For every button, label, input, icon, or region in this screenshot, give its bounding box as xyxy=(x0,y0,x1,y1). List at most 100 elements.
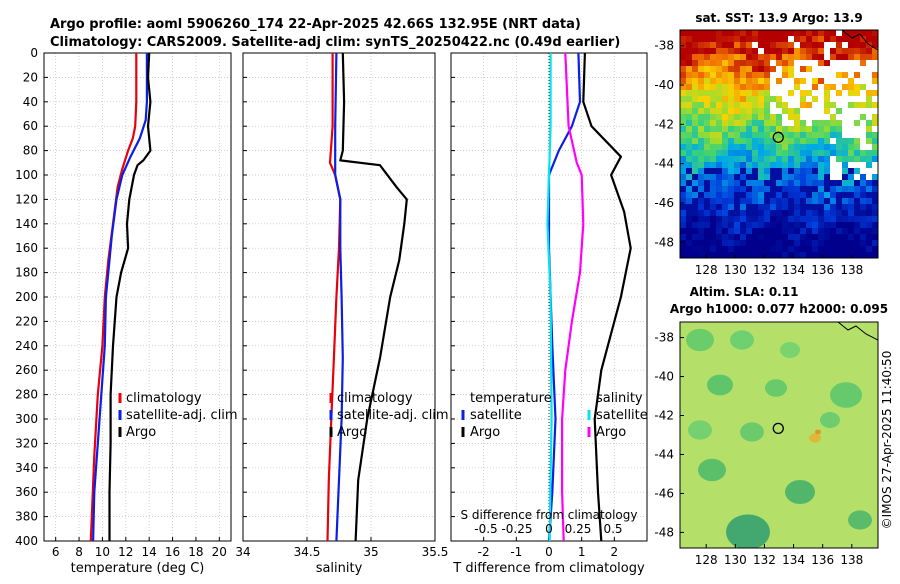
sst-cell xyxy=(686,132,693,139)
sst-cell xyxy=(836,222,843,229)
sst-cell xyxy=(824,72,831,79)
sst-cell xyxy=(818,174,825,181)
sst-cell xyxy=(746,132,753,139)
sst-cell xyxy=(680,114,687,121)
sst-cell xyxy=(722,204,729,211)
sst-cell xyxy=(854,48,861,55)
sst-cell xyxy=(692,156,699,163)
sst-cell xyxy=(860,30,867,37)
sst-cell xyxy=(728,78,735,85)
sst-cell xyxy=(788,234,795,241)
sst-cell xyxy=(686,54,693,61)
sst-cell xyxy=(758,240,765,247)
sst-cell xyxy=(872,174,878,181)
sst-cell xyxy=(872,240,878,247)
sst-cell xyxy=(752,192,759,199)
x-tick-label: -1 xyxy=(510,545,522,559)
sst-cell xyxy=(770,246,777,253)
sst-cell xyxy=(782,138,789,145)
sst-cell xyxy=(836,198,843,205)
sst-cell xyxy=(776,246,783,253)
sst-cell xyxy=(860,72,867,79)
sst-cell xyxy=(758,246,765,253)
sst-cell xyxy=(680,198,687,205)
sst-cell xyxy=(818,240,825,247)
sst-cell xyxy=(776,210,783,217)
sst-cell xyxy=(800,102,807,109)
sst-cell xyxy=(716,192,723,199)
sst-cell xyxy=(764,90,771,97)
sst-cell xyxy=(794,210,801,217)
sst-cell xyxy=(716,234,723,241)
sst-cell xyxy=(686,222,693,229)
sst-cell xyxy=(842,36,849,43)
sst-cell xyxy=(716,174,723,181)
sst-cell xyxy=(734,102,741,109)
sst-cell xyxy=(710,132,717,139)
sst-cell xyxy=(776,48,783,55)
sst-cell xyxy=(866,66,873,73)
sst-cell xyxy=(830,84,837,91)
sst-cell xyxy=(872,144,878,151)
sst-cell xyxy=(788,102,795,109)
sst-cell xyxy=(776,102,783,109)
sst-cell xyxy=(758,234,765,241)
sst-cell xyxy=(752,210,759,217)
sst-cell xyxy=(866,60,873,67)
sst-cell xyxy=(824,114,831,121)
sst-cell xyxy=(776,138,783,145)
sst-cell xyxy=(848,120,855,127)
sst-cell xyxy=(860,126,867,133)
sst-cell xyxy=(860,90,867,97)
sst-cell xyxy=(698,126,705,133)
sst-cell xyxy=(692,90,699,97)
series-line-t-argo xyxy=(582,53,632,541)
sst-cell xyxy=(692,60,699,67)
series-line-s-argo xyxy=(560,53,585,541)
sst-cell xyxy=(854,150,861,157)
sst-cell xyxy=(788,252,795,258)
sst-cell xyxy=(866,126,873,133)
sst-cell xyxy=(860,246,867,253)
sst-cell xyxy=(746,30,753,37)
sst-cell xyxy=(842,108,849,115)
sst-cell xyxy=(800,192,807,199)
sst-cell xyxy=(860,198,867,205)
sst-cell xyxy=(704,252,711,258)
sst-cell xyxy=(722,48,729,55)
sst-cell xyxy=(722,60,729,67)
sst-cell xyxy=(710,216,717,223)
sst-cell xyxy=(734,54,741,61)
sst-cell xyxy=(746,228,753,235)
sst-cell xyxy=(686,156,693,163)
sst-cell xyxy=(740,186,747,193)
sst-cell xyxy=(842,42,849,49)
sst-cell xyxy=(746,126,753,133)
sst-cell xyxy=(830,120,837,127)
sst-cell xyxy=(686,108,693,115)
sst-cell xyxy=(710,96,717,103)
sst-cell xyxy=(830,78,837,85)
sst-cell xyxy=(734,72,741,79)
sst-cell xyxy=(704,60,711,67)
sst-cell xyxy=(776,252,783,258)
sst-cell xyxy=(734,204,741,211)
sst-cell xyxy=(710,120,717,127)
sst-cell xyxy=(740,192,747,199)
sst-cell xyxy=(806,78,813,85)
sst-cell xyxy=(710,234,717,241)
sst-cell xyxy=(734,114,741,121)
sst-cell xyxy=(764,120,771,127)
sst-cell xyxy=(800,240,807,247)
sst-cell xyxy=(710,42,717,49)
sst-cell xyxy=(764,96,771,103)
sst-cell xyxy=(836,78,843,85)
sst-cell xyxy=(866,174,873,181)
sst-cell xyxy=(764,42,771,49)
sst-cell xyxy=(812,210,819,217)
sst-cell xyxy=(698,90,705,97)
sst-cell xyxy=(758,54,765,61)
sst-cell xyxy=(842,174,849,181)
sst-cell xyxy=(776,78,783,85)
sst-cell xyxy=(854,114,861,121)
